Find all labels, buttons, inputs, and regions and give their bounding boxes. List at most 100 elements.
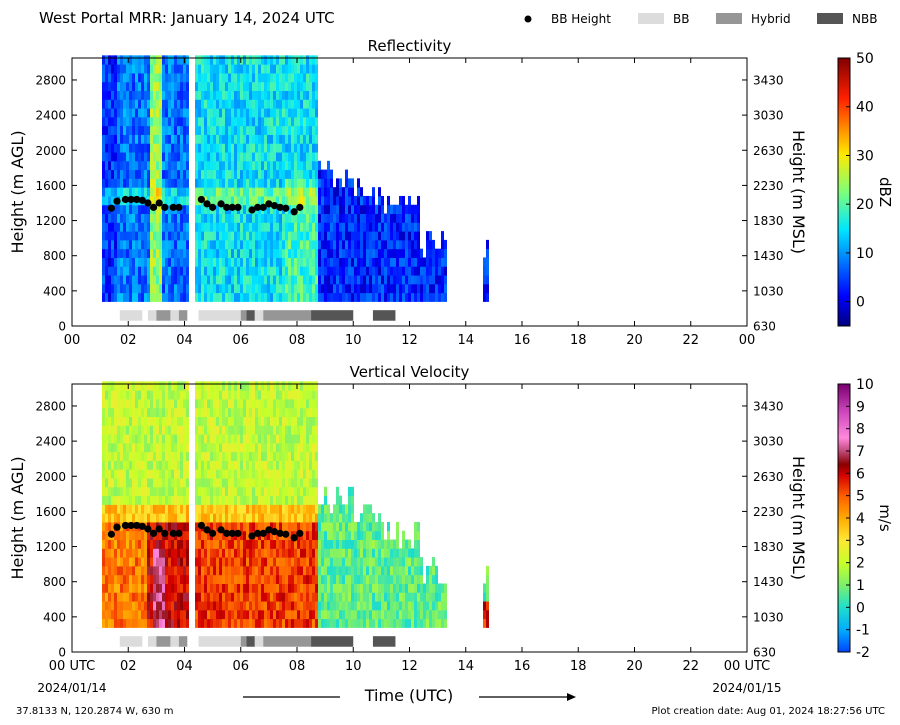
- bb-type-segment: [263, 310, 297, 321]
- colorbar-tick-label: 20: [856, 197, 874, 213]
- y-axis-label: Height (m AGL): [8, 130, 27, 253]
- bb-type-segment: [263, 636, 297, 647]
- legend-hybrid-label: Hybrid: [751, 12, 791, 26]
- colorbar-tick-label: 3: [856, 533, 865, 549]
- y2-tick-label: 2630: [753, 470, 784, 484]
- y2-tick-label: 1430: [753, 249, 784, 263]
- bb-type-segment: [246, 310, 255, 321]
- y-ticks: 0 400 800 1200 1600 2000 2400 2800: [35, 399, 77, 660]
- bb-height-point: [254, 529, 262, 537]
- bb-type-segment: [119, 636, 143, 647]
- bb-height-point: [282, 530, 290, 538]
- bb-height-point: [169, 529, 177, 537]
- colorbar-gradient: [837, 57, 851, 327]
- bb-height-point: [228, 203, 236, 211]
- y2-tick-label: 1030: [753, 610, 784, 624]
- bb-height-point: [234, 203, 242, 211]
- x-tick-label: 00: [64, 333, 81, 348]
- bb-type-segment: [147, 310, 157, 321]
- bb-height-point: [223, 529, 231, 537]
- colorbar: 0 10 20 30 40 50 dBZ: [837, 51, 894, 327]
- x-axis-label: Time (UTC): [364, 686, 453, 705]
- y-tick-label: 2800: [35, 73, 66, 87]
- y-axis-label: Height (m AGL): [8, 456, 27, 579]
- bb-height-series: [107, 521, 304, 542]
- x-tick-label: 00 UTC: [49, 659, 95, 674]
- y2-tick-label: 3430: [753, 399, 784, 413]
- y2-axis-label: Height (m MSL): [789, 130, 808, 254]
- x-tick-label: 10: [345, 659, 362, 674]
- bb-type-segment: [198, 310, 241, 321]
- legend-bb-height-label: BB Height: [551, 12, 611, 26]
- y2-axis-label: Height (m MSL): [789, 456, 808, 580]
- y-tick-label: 800: [43, 575, 66, 589]
- y-ticks: 0 400 800 1200 1600 2000 2400 2800: [35, 73, 77, 334]
- bb-type-segment: [372, 310, 396, 321]
- bb-height-point: [270, 202, 279, 210]
- bb-height-point: [270, 528, 279, 536]
- bb-height-point: [121, 195, 130, 204]
- bb-type-segment: [254, 636, 264, 647]
- bb-height-point: [290, 208, 298, 216]
- x-tick-label: 04: [176, 333, 193, 348]
- x-ticks: 00 UTC 02 04 06 08 10 12 14 16 18 20 22 00 UTC: [49, 384, 770, 674]
- bb-type-segment: [178, 636, 188, 647]
- bb-height-point: [276, 529, 284, 537]
- y-tick-label: 2000: [35, 144, 66, 158]
- header-legend: BB Height BB Hybrid NBB: [524, 12, 877, 26]
- y-tick-label: 0: [58, 646, 66, 660]
- bb-height-point: [138, 196, 146, 204]
- colorbar-tick-label: 1: [856, 578, 865, 594]
- time-arrow-head: [567, 693, 576, 701]
- y2-tick-label: 1030: [753, 284, 784, 298]
- x-tick-label: 02: [120, 659, 137, 674]
- bb-height-series: [107, 195, 304, 216]
- y-tick-label: 400: [43, 610, 66, 624]
- x-tick-label: 06: [232, 333, 249, 348]
- bb-height-point: [127, 521, 135, 530]
- x-tick-label: 02: [120, 333, 137, 348]
- bb-height-point: [248, 206, 256, 214]
- bb-height-point: [113, 197, 121, 205]
- colorbar-label: dBZ: [876, 177, 894, 207]
- bb-height-point: [259, 203, 267, 211]
- x-tick-label: 04: [176, 659, 193, 674]
- bb-height-point: [144, 199, 152, 207]
- bb-height-point: [265, 526, 273, 534]
- x-tick-label: 14: [457, 659, 474, 674]
- y2-tick-label: 2230: [753, 179, 784, 193]
- x-tick-label: 16: [514, 659, 531, 674]
- bb-type-segment: [198, 636, 241, 647]
- x-tick-label: 00: [739, 333, 756, 348]
- bb-height-point: [149, 203, 158, 211]
- bb-height-point: [133, 195, 141, 204]
- y2-tick-label: 630: [753, 646, 776, 660]
- bb-height-point: [155, 525, 163, 533]
- y2-tick-label: 2630: [753, 144, 784, 158]
- y-tick-label: 1600: [35, 505, 66, 519]
- bb-type-segment: [297, 310, 312, 321]
- bb-height-point: [155, 199, 163, 207]
- heatmap-cells: [102, 55, 489, 302]
- colorbar-tick-label: 6: [856, 466, 865, 482]
- y2-tick-label: 630: [753, 320, 776, 334]
- x-tick-label: 12: [401, 333, 418, 348]
- x-tick-label: 12: [401, 659, 418, 674]
- bb-type-segment: [372, 636, 396, 647]
- legend-bb-height-marker: [524, 15, 532, 23]
- bb-height-point: [228, 529, 236, 537]
- bb-height-point: [254, 203, 262, 211]
- colorbar-tick-label: 0: [856, 600, 865, 616]
- bb-type-segment: [156, 636, 171, 647]
- colorbar-tick-label: 4: [856, 511, 865, 527]
- bb-height-point: [133, 521, 141, 530]
- bb-type-segment: [311, 310, 354, 321]
- bb-height-point: [296, 529, 304, 537]
- x-tick-label: 08: [289, 333, 306, 348]
- colorbar-tick-label: -2: [856, 645, 870, 661]
- bb-height-point: [175, 203, 183, 211]
- bb-height-point: [175, 529, 183, 537]
- bb-type-segment: [246, 636, 255, 647]
- bb-type-segment: [240, 636, 247, 647]
